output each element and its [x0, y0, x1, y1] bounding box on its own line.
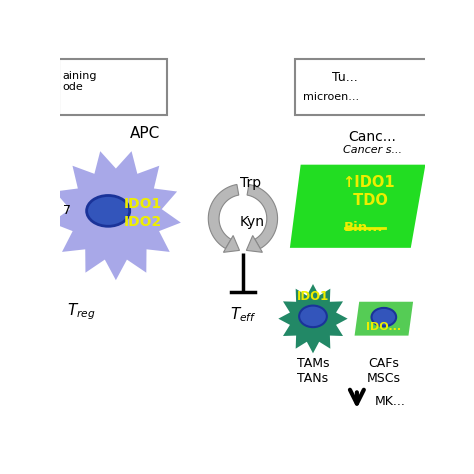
Text: Trp: Trp [240, 176, 261, 190]
Polygon shape [278, 284, 347, 353]
Text: Cancer s...: Cancer s... [343, 146, 402, 155]
Text: MK...: MK... [374, 394, 405, 408]
Ellipse shape [87, 195, 130, 226]
Text: IDO1
IDO2: IDO1 IDO2 [124, 197, 162, 229]
Text: Tu...: Tu... [332, 71, 358, 84]
Polygon shape [290, 164, 425, 248]
Bar [59, 59, 167, 115]
Text: aining
ode: aining ode [62, 71, 97, 92]
Polygon shape [355, 302, 413, 336]
Text: APC: APC [130, 126, 160, 141]
Text: Bin...: Bin... [343, 221, 383, 234]
Polygon shape [247, 184, 278, 248]
Text: TAMs
TANs: TAMs TANs [297, 357, 329, 385]
Text: $T_{eff}$: $T_{eff}$ [229, 305, 256, 324]
Text: microen...: microen... [303, 91, 360, 101]
Text: Kyn: Kyn [240, 215, 264, 229]
Polygon shape [223, 236, 239, 252]
Polygon shape [51, 151, 181, 280]
Text: IDO...: IDO... [366, 322, 401, 332]
Polygon shape [208, 184, 239, 248]
Bar [295, 59, 430, 115]
Ellipse shape [372, 308, 396, 327]
Ellipse shape [299, 306, 327, 327]
Text: ↑IDO1
 TDO: ↑IDO1 TDO [342, 175, 395, 209]
Polygon shape [246, 236, 263, 252]
Text: CAFs
MSCs: CAFs MSCs [367, 357, 401, 385]
Text: Canc...: Canc... [348, 130, 396, 144]
Text: 7: 7 [63, 204, 71, 218]
Text: $T_{reg}$: $T_{reg}$ [66, 302, 95, 322]
Text: IDO1: IDO1 [297, 290, 329, 303]
